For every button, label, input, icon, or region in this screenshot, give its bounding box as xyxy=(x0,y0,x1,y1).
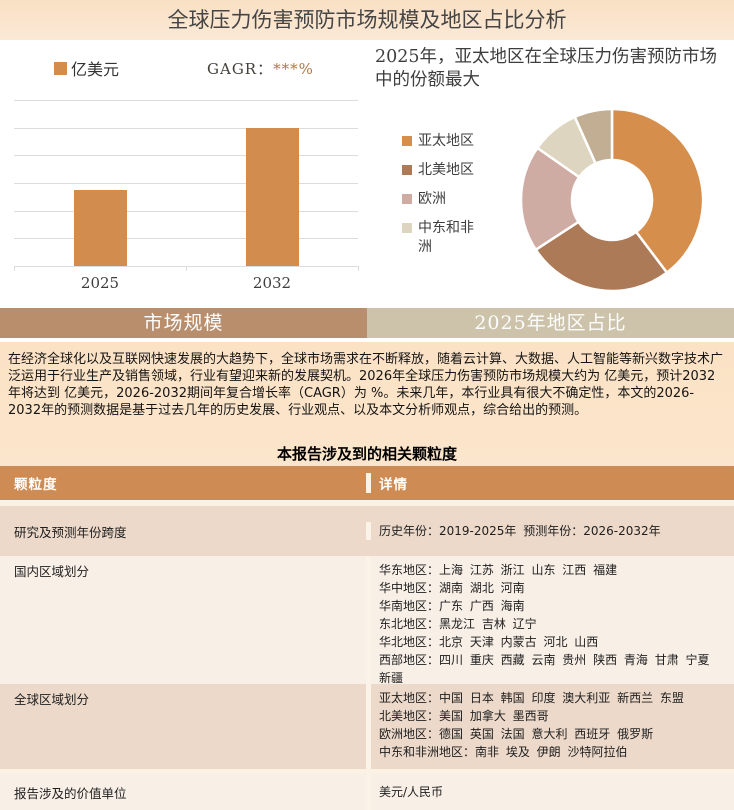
summary-paragraph: 在经济全球化以及互联网快速发展的大趋势下，全球市场需求在不断释放，随着云计算、大… xyxy=(8,352,724,418)
table-header-row: 颗粒度 详情 xyxy=(0,466,734,500)
axis-tick xyxy=(14,266,15,271)
bar-legend-label: 亿美元 xyxy=(71,60,120,79)
axis-tick xyxy=(186,266,187,271)
row-label-years-span: 研究及预测年份跨度 xyxy=(14,524,127,540)
tab-market-size: 市场规模 xyxy=(0,308,367,338)
row-label-global-regions: 全球区域划分 xyxy=(14,692,90,707)
pie-title: 2025年，亚太地区在全球压力伤害预防市场中的份额最大 xyxy=(375,47,718,90)
section-tabs: 市场规模 2025年地区占比 xyxy=(0,308,734,338)
table-row-divider xyxy=(0,769,734,774)
pie-legend-item: 亚太地区 xyxy=(402,132,480,151)
pie-slice-亚太地区 xyxy=(610,107,705,275)
row-label-domestic-regions: 国内区域划分 xyxy=(14,564,90,579)
table-row: 全球区域划分 亚太地区：中国 日本 韩国 印度 澳大利亚 新西兰 东盟 北美地区… xyxy=(0,684,734,769)
pie-legend-label: 中东和非洲 xyxy=(418,220,474,255)
row-label-value-unit: 报告涉及的价值单位 xyxy=(14,786,127,801)
pie-slice-unlabeled xyxy=(573,107,614,166)
row-details-years-span: 历史年份：2019-2025年 预测年份：2026-2032年 xyxy=(366,522,734,540)
table-row: 国内区域划分 华东地区：上海 江苏 浙江 山东 江西 福建 华中地区：湖南 湖北… xyxy=(0,556,734,685)
pie-legend-item: 中东和非洲 xyxy=(402,219,480,257)
row-details-global-regions: 亚太地区：中国 日本 韩国 印度 澳大利亚 新西兰 东盟 北美地区：美国 加拿大… xyxy=(366,684,734,769)
pie-legend: 亚太地区北美地区欧洲中东和非洲 xyxy=(402,132,480,267)
table-header-details: 详情 xyxy=(366,473,734,493)
bar-legend: 亿美元 xyxy=(54,56,119,80)
gridline xyxy=(14,183,358,184)
x-axis-label: 2025 xyxy=(80,274,120,292)
bar-2025 xyxy=(73,190,127,266)
table-row-divider xyxy=(0,500,734,506)
x-axis-label: 2032 xyxy=(252,274,292,292)
page-header: 全球压力伤害预防市场规模及地区占比分析 xyxy=(0,0,734,40)
tab-regional-share: 2025年地区占比 xyxy=(367,308,734,338)
pie-legend-label: 亚太地区 xyxy=(418,133,474,149)
table-row: 研究及预测年份跨度 历史年份：2019-2025年 预测年份：2026-2032… xyxy=(0,506,734,556)
gridline xyxy=(14,238,358,239)
bar-2032 xyxy=(245,128,299,266)
pie-legend-label: 欧洲 xyxy=(418,191,446,207)
pie-legend-swatch xyxy=(402,223,412,233)
pie-legend-swatch xyxy=(402,165,412,175)
cagr-label: GAGR： xyxy=(207,60,274,78)
pie-legend-item: 欧洲 xyxy=(402,190,480,209)
gridline xyxy=(14,100,358,101)
table-title: 本报告涉及到的相关颗粒度 xyxy=(276,445,457,463)
bar-plot: 2025 2032 xyxy=(14,100,359,292)
gridline xyxy=(14,128,358,129)
table-header-granularity: 颗粒度 xyxy=(14,477,58,493)
pie-legend-item: 北美地区 xyxy=(402,161,480,180)
row-details-value-unit: 美元/人民币 xyxy=(366,774,734,810)
granularity-table: 颗粒度 详情 研究及预测年份跨度 历史年份：2019-2025年 预测年份：20… xyxy=(0,466,734,810)
pie-legend-swatch xyxy=(402,194,412,204)
pie-legend-label: 北美地区 xyxy=(418,162,474,178)
bar-legend-swatch xyxy=(54,61,67,75)
charts-section: 亿美元 GAGR：***% 2025 2032 2025年，亚太地区在全球压力伤害… xyxy=(0,40,734,308)
table-row: 报告涉及的价值单位 美元/人民币 xyxy=(0,774,734,810)
cagr-value: ***% xyxy=(273,60,314,78)
pie-legend-swatch xyxy=(402,136,412,146)
gridline xyxy=(14,155,358,156)
pie-slice-北美地区 xyxy=(534,220,669,293)
page-title: 全球压力伤害预防市场规模及地区占比分析 xyxy=(167,8,567,32)
axis-tick xyxy=(358,266,359,271)
row-details-domestic-regions: 华东地区：上海 江苏 浙江 山东 江西 福建 华中地区：湖南 湖北 河南 华南地… xyxy=(366,556,734,685)
cagr-annotation: GAGR：***% xyxy=(207,58,314,79)
donut-chart xyxy=(519,107,705,293)
gridline xyxy=(14,211,358,212)
report-content: 在经济全球化以及互联网快速发展的大趋势下，全球市场需求在不断释放，随着云计算、大… xyxy=(0,342,734,810)
